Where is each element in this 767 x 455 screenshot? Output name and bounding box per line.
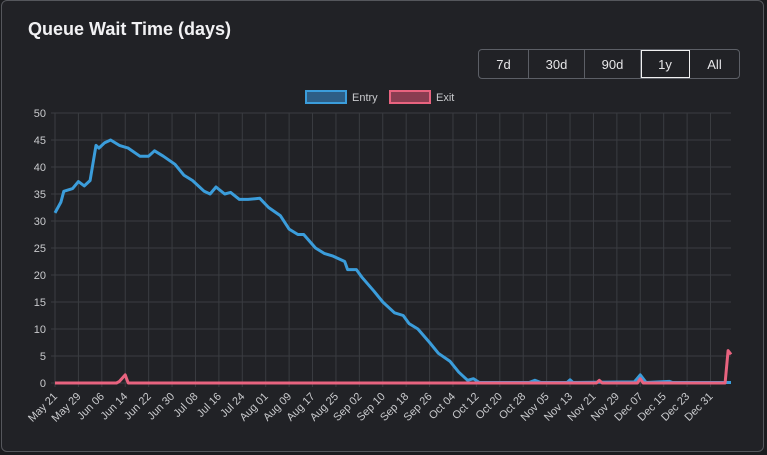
chart-title: Queue Wait Time (days): [28, 19, 232, 39]
legend-entry-swatch[interactable]: [305, 90, 347, 104]
series-line-exit[interactable]: [55, 349, 733, 385]
y-axis: 0 5 10 15 20 25 30 35 40 45 50: [34, 108, 46, 390]
range-7d-button[interactable]: 7d: [479, 50, 529, 78]
legend: Entry Exit: [305, 90, 454, 104]
y-tick-label: 35: [34, 189, 46, 201]
x-tick-label: Jul 08: [171, 391, 200, 420]
y-tick-label: 15: [34, 297, 46, 309]
range-all-button[interactable]: All: [707, 56, 722, 72]
y-tick-label: 25: [34, 243, 46, 255]
range-30d-button[interactable]: 30d: [529, 50, 585, 78]
legend-exit-swatch[interactable]: [389, 90, 431, 104]
y-tick-label: 10: [34, 324, 46, 336]
x-tick-label: Jun 30: [145, 391, 177, 423]
series-lines: [53, 138, 733, 385]
legend-exit-label[interactable]: Exit: [436, 92, 454, 104]
y-tick-label: 45: [34, 135, 46, 147]
y-tick-label: 0: [40, 378, 46, 390]
range-90d-button[interactable]: 90d: [585, 50, 641, 78]
y-tick-label: 50: [34, 108, 46, 120]
legend-entry-label[interactable]: Entry: [352, 92, 378, 104]
series-line-entry[interactable]: [53, 138, 731, 384]
y-tick-label: 5: [40, 351, 46, 363]
y-tick-label: 40: [34, 162, 46, 174]
x-tick-label: Jul 16: [195, 391, 224, 420]
time-range-selector: 7d 30d 90d 1y All: [478, 49, 740, 79]
y-tick-label: 20: [34, 270, 46, 282]
y-tick-label: 30: [34, 216, 46, 228]
range-1y-button[interactable]: 1y: [641, 50, 690, 78]
